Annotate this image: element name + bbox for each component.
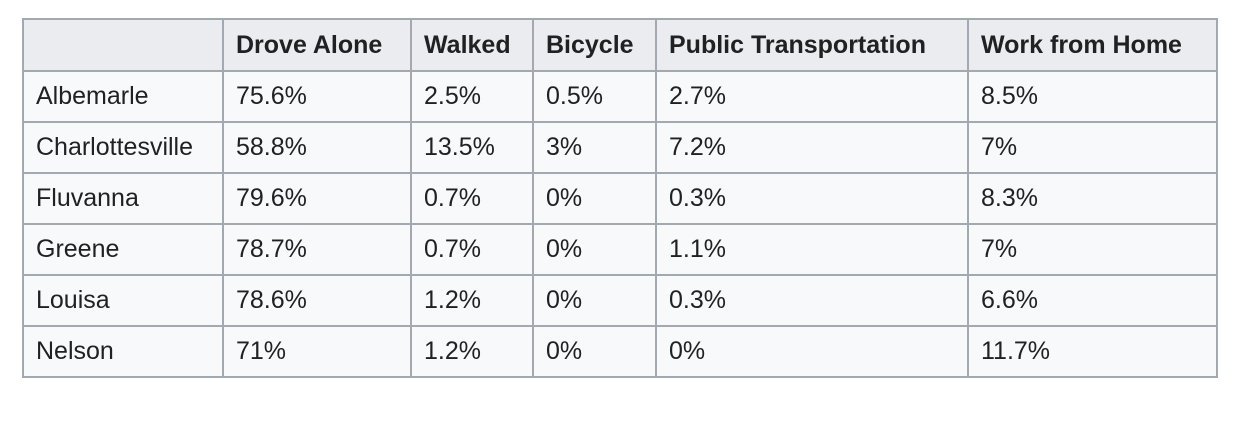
table-cell: 2.5% <box>410 70 534 123</box>
table-row: Albemarle 75.6% 2.5% 0.5% 2.7% 8.5% <box>22 70 1218 123</box>
row-label-cell: Fluvanna <box>22 172 224 225</box>
table-cell: 7% <box>967 223 1218 276</box>
column-header-walked: Walked <box>410 18 534 72</box>
table-row: Greene 78.7% 0.7% 0% 1.1% 7% <box>22 223 1218 276</box>
table-cell: 1.1% <box>655 223 969 276</box>
table-cell: 6.6% <box>967 274 1218 327</box>
table-cell: 0.7% <box>410 223 534 276</box>
table-cell: 75.6% <box>222 70 412 123</box>
column-header-bicycle: Bicycle <box>532 18 657 72</box>
commute-mode-table: Drove Alone Walked Bicycle Public Transp… <box>22 18 1218 378</box>
row-label-cell: Albemarle <box>22 70 224 123</box>
table-cell: 0% <box>532 223 657 276</box>
table-cell: 0.3% <box>655 172 969 225</box>
table-cell: 1.2% <box>410 274 534 327</box>
table-cell: 13.5% <box>410 121 534 174</box>
table-cell: 0% <box>532 274 657 327</box>
table-cell: 8.3% <box>967 172 1218 225</box>
table-cell: 0.5% <box>532 70 657 123</box>
table-body: Albemarle 75.6% 2.5% 0.5% 2.7% 8.5% Char… <box>22 70 1218 378</box>
table-cell: 1.2% <box>410 325 534 378</box>
column-header-public-transportation: Public Transportation <box>655 18 969 72</box>
table-cell: 0% <box>532 325 657 378</box>
table-header: Drove Alone Walked Bicycle Public Transp… <box>22 18 1218 72</box>
table-cell: 79.6% <box>222 172 412 225</box>
row-label-cell: Nelson <box>22 325 224 378</box>
column-header-work-from-home: Work from Home <box>967 18 1218 72</box>
table-cell: 7% <box>967 121 1218 174</box>
table-cell: 71% <box>222 325 412 378</box>
table-cell: 2.7% <box>655 70 969 123</box>
table-cell: 78.6% <box>222 274 412 327</box>
table-row: Charlottesville 58.8% 13.5% 3% 7.2% 7% <box>22 121 1218 174</box>
table-cell: 0% <box>532 172 657 225</box>
table-cell: 78.7% <box>222 223 412 276</box>
table-row: Louisa 78.6% 1.2% 0% 0.3% 6.6% <box>22 274 1218 327</box>
header-row: Drove Alone Walked Bicycle Public Transp… <box>22 18 1218 72</box>
table-cell: 7.2% <box>655 121 969 174</box>
table-row: Fluvanna 79.6% 0.7% 0% 0.3% 8.3% <box>22 172 1218 225</box>
row-label-cell: Charlottesville <box>22 121 224 174</box>
table-cell: 58.8% <box>222 121 412 174</box>
table-cell: 0.3% <box>655 274 969 327</box>
table-cell: 0% <box>655 325 969 378</box>
table-cell: 3% <box>532 121 657 174</box>
column-header-drove-alone: Drove Alone <box>222 18 412 72</box>
table-row: Nelson 71% 1.2% 0% 0% 11.7% <box>22 325 1218 378</box>
row-label-cell: Louisa <box>22 274 224 327</box>
row-label-cell: Greene <box>22 223 224 276</box>
header-corner-cell <box>22 18 224 72</box>
table-cell: 8.5% <box>967 70 1218 123</box>
table-cell: 0.7% <box>410 172 534 225</box>
table-cell: 11.7% <box>967 325 1218 378</box>
